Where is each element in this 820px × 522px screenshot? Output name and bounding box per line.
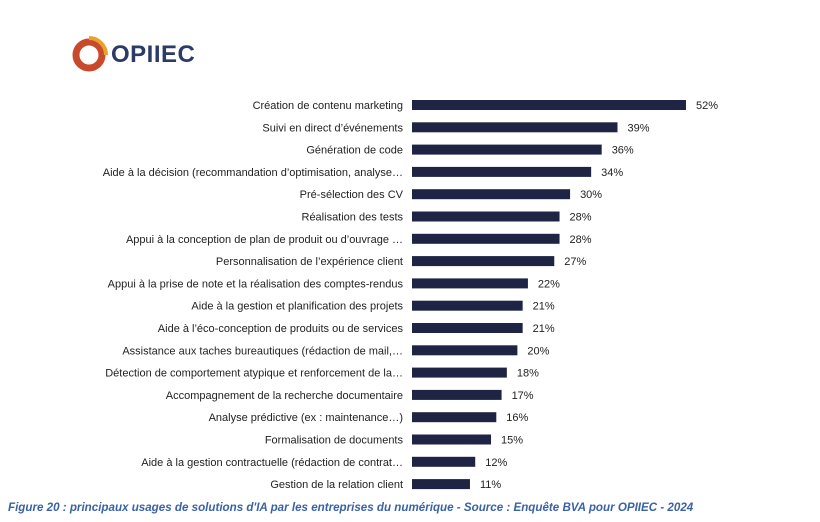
value-label: 11% [480,479,501,491]
bar [412,166,592,177]
bar [412,479,470,490]
bar [412,389,502,400]
figure-caption: Figure 20 : principaux usages de solutio… [8,501,694,514]
category-label: Génération de code [306,145,403,157]
category-label: Appui à la prise de note et la réalisati… [108,278,404,290]
value-label: 21% [533,323,555,335]
bar [412,434,492,445]
bar [412,144,602,155]
bar [412,100,686,110]
bar [412,278,528,289]
bar [412,367,507,378]
category-label: Aide à la gestion et planification des p… [191,301,403,313]
opiiec-logo: OPIIEC [70,36,210,76]
bar [412,345,518,356]
bar [412,189,571,200]
category-label: Analyse prédictive (ex : maintenance…) [209,412,403,424]
bar [412,300,523,311]
bar [412,233,560,244]
category-label: Aide à la gestion contractuelle (rédacti… [141,457,403,469]
bar [412,412,497,423]
bar [412,256,555,267]
value-label: 22% [538,278,560,290]
value-label: 18% [517,368,539,380]
bar [412,122,618,133]
value-label: 34% [601,167,623,179]
category-label: Détection de comportement atypique et re… [105,368,403,380]
value-label: 16% [506,412,528,424]
category-label: Suivi en direct d’événements [262,122,403,134]
category-label: Formalisation de documents [265,435,404,447]
value-label: 28% [570,212,592,224]
bar [412,211,560,222]
category-label: Aide à l’éco-conception de produits ou d… [158,323,404,335]
category-label: Création de contenu marketing [253,100,403,112]
category-label: Pré-sélection des CV [300,189,404,201]
bar-chart: Création de contenu marketing 52% Suivi en… [103,100,718,491]
category-label: Gestion de la relation client [270,479,403,491]
category-label: Accompagnement de la recherche documenta… [166,390,403,402]
value-label: 21% [533,301,555,313]
category-label: Réalisation des tests [302,212,404,224]
bar [412,456,476,467]
logo-wordmark: OPIIEC [111,41,196,68]
value-label: 36% [612,145,634,157]
value-label: 27% [564,256,586,268]
value-label: 39% [628,122,650,134]
category-label: Aide à la décision (recommandation d’opt… [103,167,403,179]
value-label: 12% [485,457,507,469]
value-label: 17% [512,390,534,402]
category-label: Appui à la conception de plan de produit… [126,234,403,246]
opiiec-logo-icon [72,36,108,72]
category-label: Personnalisation de l’expérience client [216,256,403,268]
category-label: Assistance aux taches bureautiques (réda… [122,345,403,357]
bar [412,323,523,333]
value-label: 28% [570,234,592,246]
value-label: 30% [580,189,602,201]
value-label: 20% [527,345,549,357]
value-label: 52% [696,100,718,112]
value-label: 15% [501,435,523,447]
